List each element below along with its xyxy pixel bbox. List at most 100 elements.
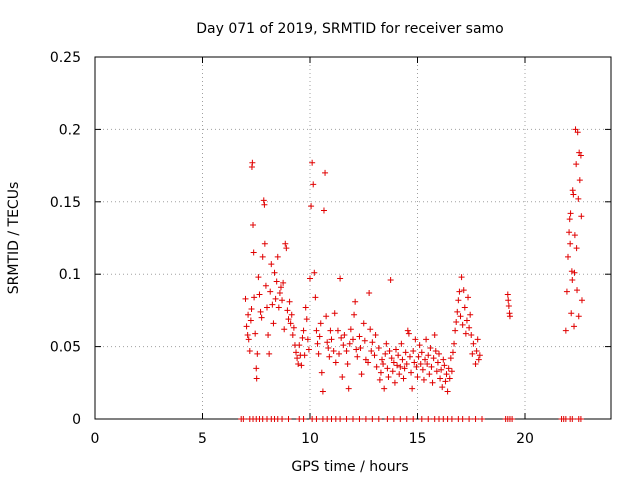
data-point (427, 345, 434, 352)
data-point (369, 339, 376, 346)
data-point (566, 229, 573, 236)
data-point (253, 365, 260, 372)
data-point (444, 388, 451, 395)
data-point (324, 339, 331, 346)
data-point (403, 416, 410, 422)
data-point (250, 221, 257, 228)
y-tick-label: 0 (72, 412, 81, 428)
data-point (395, 352, 402, 359)
data-point (328, 336, 335, 343)
data-point (319, 388, 326, 395)
data-point (417, 360, 424, 367)
data-point (468, 332, 475, 339)
data-point (312, 294, 319, 301)
data-point (290, 324, 297, 331)
data-point (432, 347, 439, 354)
data-point (282, 240, 289, 247)
data-point (259, 253, 266, 260)
data-point (575, 195, 582, 202)
data-point (254, 350, 261, 357)
x-tick-label: 5 (198, 431, 207, 447)
data-point (578, 213, 585, 220)
data-point (385, 374, 392, 381)
data-point (570, 191, 577, 198)
data-point (253, 375, 260, 382)
data-point (293, 349, 300, 356)
data-point (445, 365, 452, 372)
data-point (469, 350, 476, 357)
data-point (252, 330, 259, 337)
data-point (383, 340, 390, 347)
data-point (337, 416, 344, 422)
data-point (391, 379, 398, 386)
data-point (265, 332, 272, 339)
data-point (300, 327, 307, 334)
data-point (245, 336, 252, 343)
data-point (315, 350, 322, 357)
tick-labels: 0 5 10 15 20 0 0.05 0.1 0.15 0.2 0.25 (50, 50, 534, 447)
data-point (279, 416, 286, 422)
data-point (285, 316, 292, 323)
data-point (567, 240, 574, 247)
data-point (473, 347, 480, 354)
data-point (357, 345, 364, 352)
data-point (424, 360, 431, 367)
data-point (458, 274, 465, 281)
data-point (340, 342, 347, 349)
data-point (563, 288, 570, 295)
data-point (256, 291, 263, 298)
data-point (569, 187, 576, 194)
data-point (393, 346, 399, 353)
data-point (281, 326, 288, 333)
data-point (298, 362, 305, 369)
data-point (449, 349, 456, 356)
data-point (331, 310, 338, 317)
data-point (343, 416, 350, 422)
data-point (573, 245, 580, 252)
data-point (411, 359, 418, 366)
data-point (307, 275, 313, 282)
data-point (336, 350, 343, 357)
data-point (318, 369, 325, 376)
data-point (356, 333, 363, 340)
x-axis-label: GPS time / hours (291, 459, 408, 475)
data-point (337, 275, 344, 282)
data-point (258, 314, 265, 321)
data-point (272, 295, 279, 302)
data-point (453, 318, 460, 325)
data-point (459, 416, 466, 422)
data-point (566, 216, 573, 223)
data-point (283, 245, 290, 252)
data-point (571, 232, 578, 239)
data-point (409, 385, 416, 392)
data-point (320, 207, 327, 214)
data-point (313, 416, 320, 422)
data-point (505, 297, 512, 304)
data-point (410, 416, 417, 422)
data-point (301, 352, 308, 359)
data-point (456, 288, 463, 295)
data-point (568, 268, 575, 275)
data-point (270, 320, 277, 327)
x-tick-label: 15 (409, 431, 427, 447)
data-point (504, 291, 511, 298)
data-point (381, 385, 388, 392)
grid-lines (95, 57, 611, 419)
y-tick-label: 0.1 (59, 267, 81, 283)
data-point (403, 360, 410, 367)
axis-ticks (94, 56, 611, 420)
data-point (326, 353, 333, 360)
data-point (476, 352, 483, 359)
data-point (353, 346, 360, 353)
data-point (284, 307, 291, 314)
data-point (467, 311, 474, 318)
data-point (434, 359, 441, 366)
data-point (330, 347, 337, 354)
data-point (573, 161, 580, 168)
data-point (423, 336, 430, 343)
data-point (304, 336, 311, 343)
data-point (251, 294, 258, 301)
data-point (479, 416, 485, 422)
data-point (384, 365, 391, 372)
